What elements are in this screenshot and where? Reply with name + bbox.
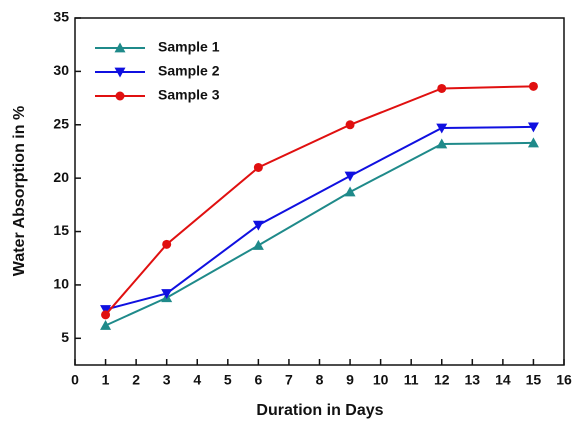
y-tick-label: 15 <box>53 222 69 238</box>
marker <box>115 91 125 101</box>
x-tick-label: 9 <box>346 372 354 388</box>
x-tick-label: 1 <box>102 372 110 388</box>
marker <box>344 186 356 197</box>
marker <box>161 289 173 299</box>
marker <box>100 305 112 315</box>
marker <box>528 81 538 91</box>
legend-label: Sample 3 <box>158 87 220 103</box>
marker <box>344 171 356 182</box>
x-axis-title: Duration in Days <box>256 402 383 419</box>
y-tick-label: 20 <box>53 169 69 185</box>
marker <box>101 310 111 320</box>
marker <box>436 138 448 149</box>
marker <box>527 137 539 148</box>
y-tick-label: 25 <box>53 115 69 131</box>
series-line <box>104 85 534 316</box>
x-tick-label: 6 <box>254 372 262 388</box>
marker <box>114 67 126 78</box>
y-axis-title: Water Absorption in % <box>11 106 28 276</box>
x-tick-label: 2 <box>132 372 140 388</box>
x-tick-label: 5 <box>224 372 232 388</box>
legend-label: Sample 1 <box>158 39 220 55</box>
series-line <box>105 125 534 311</box>
x-tick-label: 12 <box>434 372 450 388</box>
marker <box>436 123 448 134</box>
marker <box>114 42 126 53</box>
x-tick-label: 3 <box>163 372 171 388</box>
y-tick-label: 35 <box>53 9 69 25</box>
marker <box>345 120 355 130</box>
legend-label: Sample 2 <box>158 63 220 79</box>
series-line <box>105 141 534 327</box>
marker <box>253 162 263 172</box>
marker <box>437 83 447 93</box>
x-tick-label: 8 <box>316 372 324 388</box>
x-tick-label: 14 <box>495 372 511 388</box>
y-tick-label: 30 <box>53 62 69 78</box>
x-tick-label: 11 <box>404 372 419 388</box>
y-tick-label: 5 <box>61 329 69 345</box>
y-tick-label: 10 <box>53 276 69 292</box>
x-tick-label: 0 <box>71 372 79 388</box>
marker <box>252 239 264 250</box>
marker <box>252 220 264 231</box>
marker <box>162 239 172 249</box>
x-tick-label: 13 <box>465 372 481 388</box>
x-tick-label: 7 <box>285 372 293 388</box>
x-tick-label: 10 <box>373 372 389 388</box>
x-tick-label: 15 <box>526 372 542 388</box>
marker <box>527 122 539 133</box>
x-tick-label: 16 <box>556 372 572 388</box>
x-tick-label: 4 <box>193 372 201 388</box>
marker <box>100 319 112 330</box>
